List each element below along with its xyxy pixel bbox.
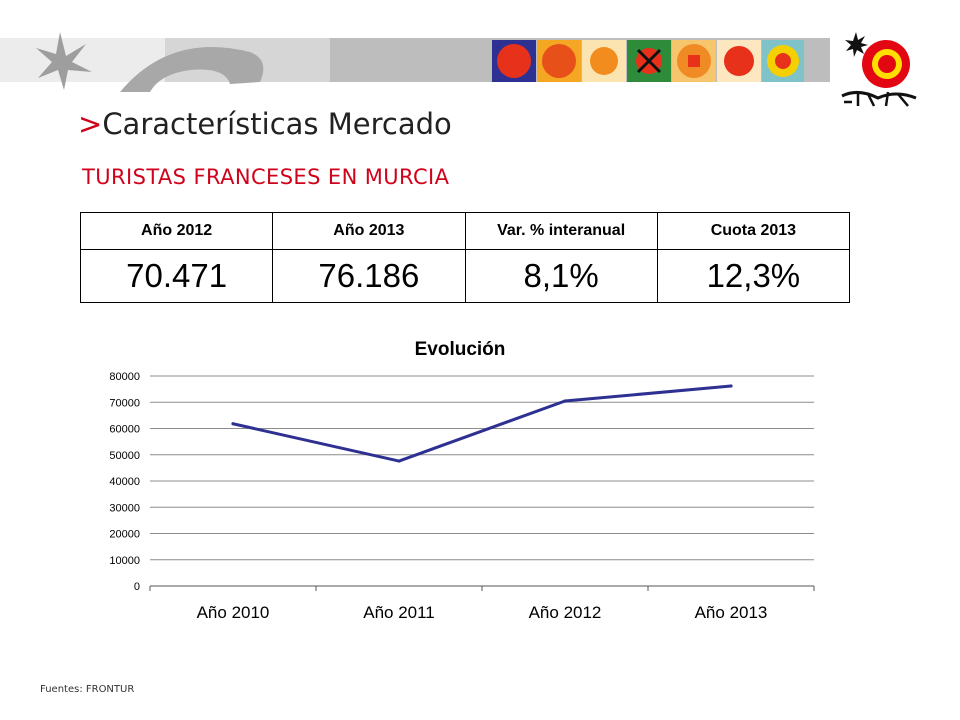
source-note: Fuentes: FRONTUR (40, 684, 135, 695)
decorative-arc-icon (120, 47, 264, 92)
table-cell: 76.186 (272, 249, 466, 303)
y-tick-label: 10000 (109, 555, 140, 567)
x-tick-labels: Año 2010 Año 2011 Año 2012 Año 2013 (197, 603, 768, 622)
y-tick-label: 70000 (109, 397, 140, 409)
data-point (563, 399, 567, 403)
logo-star-icon (845, 32, 868, 57)
y-tick-label: 0 (134, 581, 140, 593)
data-point (231, 422, 235, 426)
table-header-row: Año 2012 Año 2013 Var. % interanual Cuot… (79, 212, 851, 250)
table-header-cell: Año 2012 (79, 212, 274, 250)
y-tick-label: 50000 (109, 450, 140, 462)
chart-title: Evolución (415, 339, 506, 360)
x-axis (149, 585, 815, 591)
page-title: >Características Mercado (78, 104, 452, 144)
title-text: Características Mercado (102, 107, 452, 141)
y-tick-label: 20000 (109, 529, 140, 541)
evolution-chart: Evolución 0 10000 20000 30000 40000 50000 6000… (109, 339, 815, 622)
x-tick-label: Año 2013 (695, 603, 768, 622)
y-tick-label: 60000 (109, 424, 140, 436)
y-gridlines (150, 375, 814, 587)
table-cell: 8,1% (464, 249, 658, 303)
table-header-cell: Var. % interanual (464, 212, 658, 250)
y-tick-label: 80000 (109, 371, 140, 383)
brand-tiles-strip (492, 40, 804, 82)
decorative-sun-graphic (36, 32, 264, 92)
page-subtitle: TURISTAS FRANCESES EN MURCIA (82, 165, 450, 189)
y-tick-label: 30000 (109, 502, 140, 514)
summary-table: Año 2012 Año 2013 Var. % interanual Cuot… (79, 212, 851, 303)
x-tick-label: Año 2010 (197, 603, 270, 622)
series-line (232, 384, 732, 463)
title-marker: > (78, 107, 103, 141)
x-tick-label: Año 2011 (363, 603, 435, 622)
table-cell: 12,3% (656, 249, 851, 303)
data-point (397, 459, 401, 463)
table-row: 70.471 76.186 8,1% 12,3% (79, 249, 851, 303)
x-tick-label: Año 2012 (529, 603, 602, 622)
table-header-cell: Año 2013 (272, 212, 466, 250)
table-cell: 70.471 (79, 249, 274, 303)
espana-logo (841, 32, 917, 107)
data-point (729, 384, 733, 388)
series-line-group (231, 384, 733, 463)
table-header-cell: Cuota 2013 (656, 212, 851, 250)
y-tick-labels: 0 10000 20000 30000 40000 50000 60000 70000 8000… (109, 371, 140, 593)
y-tick-label: 40000 (109, 476, 140, 488)
decorative-star-icon (36, 32, 92, 90)
